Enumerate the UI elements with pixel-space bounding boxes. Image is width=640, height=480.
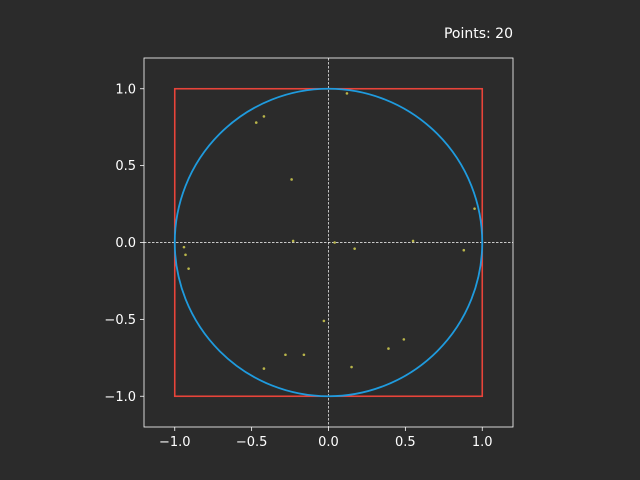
y-tick-label: 0.5 (115, 159, 136, 174)
data-point (322, 319, 326, 323)
x-axis: −1.0 −0.5 0.0 0.5 1.0 (159, 427, 493, 450)
shapes-layer (173, 87, 484, 398)
data-point (182, 245, 186, 249)
x-tick-label: 0.0 (318, 435, 339, 450)
data-point (353, 247, 356, 250)
data-point (187, 267, 190, 270)
reference-lines (144, 58, 513, 427)
y-tick-label: −1.0 (104, 390, 136, 405)
y-tick-label: 1.0 (115, 82, 136, 97)
data-point (402, 338, 406, 341)
data-point (387, 347, 390, 350)
data-point (333, 241, 336, 244)
y-tick-label: −0.5 (104, 313, 136, 328)
y-axis: −1.0 −0.5 0.0 0.5 1.0 (104, 82, 144, 405)
data-point (262, 367, 266, 370)
data-point (184, 253, 187, 257)
data-point (284, 353, 287, 357)
data-point (291, 239, 295, 243)
data-point (350, 365, 353, 369)
data-point (473, 207, 476, 210)
data-point (302, 353, 306, 357)
data-point (254, 121, 258, 124)
points-layer (182, 92, 476, 370)
data-point (462, 248, 466, 252)
data-point (411, 239, 415, 243)
data-point (290, 178, 293, 181)
x-tick-label: 1.0 (472, 435, 493, 450)
x-tick-label: −0.5 (236, 435, 268, 450)
y-tick-label: 0.0 (115, 236, 136, 251)
x-tick-label: −1.0 (159, 435, 191, 450)
chart-title: Points: 20 (444, 26, 513, 42)
data-point (345, 92, 349, 95)
data-point (262, 115, 266, 118)
unit-circle (173, 87, 484, 398)
x-tick-label: 0.5 (395, 435, 416, 450)
